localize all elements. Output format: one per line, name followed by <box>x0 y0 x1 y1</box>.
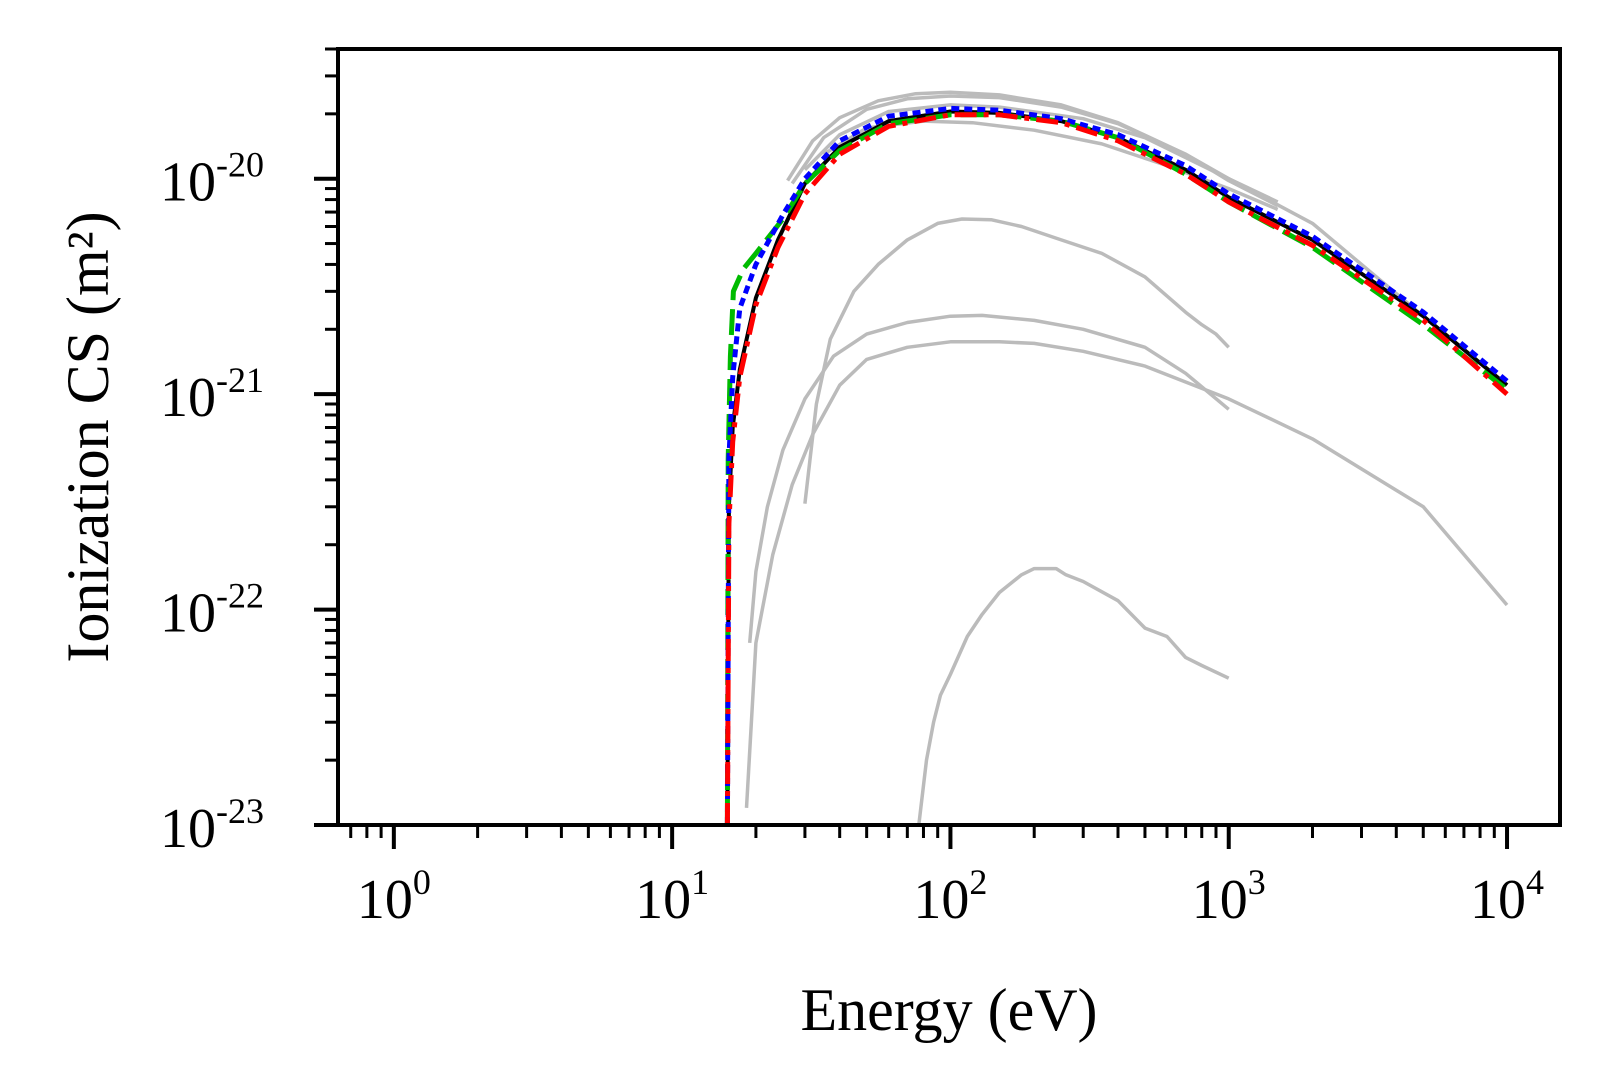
x-tick-label: 104 <box>1470 862 1544 931</box>
y-tick-labels: 10-23 10-22 10-21 10-20 <box>160 145 264 860</box>
major-ticks <box>314 176 1510 849</box>
series-line-blue-dotted <box>724 105 1509 826</box>
series-line-reference-6 <box>747 313 1230 644</box>
x-tick-label: 102 <box>913 862 987 931</box>
plot-frame <box>336 47 1562 827</box>
x-axis-title: Energy (eV) <box>800 977 1097 1043</box>
y-tick-label: 10-22 <box>160 576 264 645</box>
series-line-red-dashdot <box>724 112 1509 826</box>
series-layer <box>724 90 1509 826</box>
minor-ticks <box>325 47 1496 838</box>
series-line-green-dashed <box>724 112 1509 826</box>
series-line-reference-5 <box>803 217 1230 504</box>
y-tick-label: 10-21 <box>160 360 264 429</box>
x-tick-labels: 100 101 102 103 104 <box>357 862 1544 931</box>
series-line-black-solid <box>725 109 1509 826</box>
y-tick-label: 10-23 <box>160 791 264 860</box>
series-line-reference-3 <box>803 103 1425 318</box>
y-axis-title: Ionization CS (m²) <box>55 211 121 662</box>
series-line-reference-7 <box>744 340 1509 808</box>
x-tick-label: 101 <box>635 862 709 931</box>
x-tick-label: 100 <box>357 862 431 931</box>
series-line-reference-4 <box>822 119 1279 212</box>
series-line-reference-8 <box>917 566 1230 826</box>
x-tick-label: 103 <box>1192 862 1266 931</box>
y-tick-label: 10-20 <box>160 145 264 214</box>
